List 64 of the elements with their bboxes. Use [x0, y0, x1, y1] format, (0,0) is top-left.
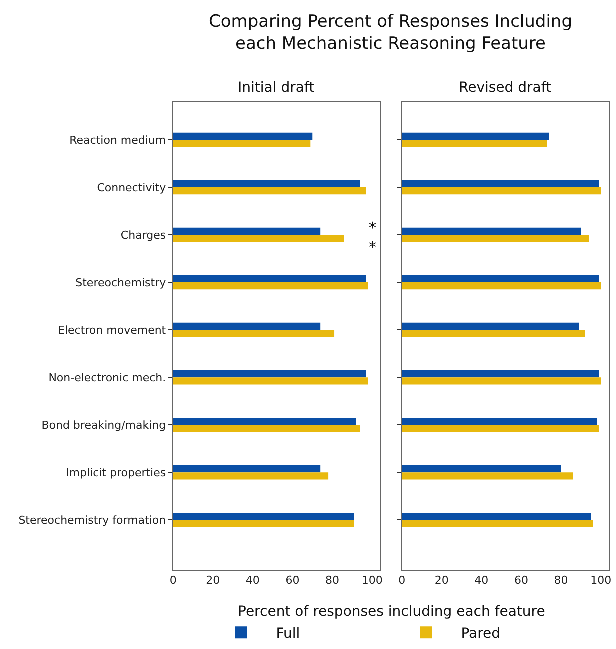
legend-label: Full	[276, 626, 300, 642]
x-tick-label: 60	[514, 574, 528, 588]
x-tick-label: 100	[362, 574, 383, 588]
bar	[173, 378, 368, 385]
bar	[173, 512, 354, 520]
y-tick-label: Charges	[120, 228, 166, 242]
bar	[402, 465, 562, 473]
bar	[402, 282, 602, 290]
bar	[402, 472, 574, 480]
bar	[173, 322, 321, 330]
y-tick-label: Bond breaking/making	[42, 418, 166, 432]
y-tick-label: Electron movement	[58, 324, 167, 337]
bar	[173, 180, 360, 188]
bar	[173, 132, 313, 140]
y-tick-label: Reaction medium	[70, 134, 166, 147]
bar	[402, 228, 582, 236]
bar	[402, 520, 594, 528]
bar	[402, 330, 586, 338]
bar	[402, 132, 550, 140]
legend-label: Pared	[461, 626, 501, 642]
x-tick-label: 80	[554, 574, 568, 588]
bar	[173, 465, 321, 473]
x-tick-label: 40	[474, 574, 489, 588]
bar	[173, 140, 311, 148]
bar	[173, 275, 366, 283]
annotation: **	[369, 219, 377, 256]
chart-subtitle: Revised draft	[459, 80, 552, 96]
bar	[173, 418, 356, 426]
bar	[173, 330, 335, 338]
x-tick-label: 40	[246, 574, 260, 588]
y-tick-label: Connectivity	[97, 181, 167, 194]
bar	[173, 188, 366, 195]
x-tick-label: 20	[206, 574, 220, 588]
bar	[402, 512, 592, 520]
bar	[402, 180, 600, 188]
bar	[402, 188, 602, 195]
bar	[173, 520, 354, 528]
chart-subtitle: Initial draft	[238, 80, 316, 96]
bar	[402, 275, 600, 283]
bar	[402, 418, 598, 426]
x-axis-title: Percent of responses including each feature	[238, 604, 546, 620]
x-tick-label: 0	[398, 574, 406, 588]
bar	[402, 370, 600, 378]
y-tick-label: Implicit properties	[66, 466, 166, 480]
y-tick-label: Stereochemistry formation	[18, 514, 166, 527]
bar	[402, 322, 580, 330]
x-tick-label: 80	[326, 574, 340, 588]
bar	[402, 235, 590, 242]
bar	[402, 378, 602, 385]
bar	[402, 425, 600, 432]
bar	[173, 235, 344, 242]
bar	[173, 370, 366, 378]
x-tick-label: 100	[590, 574, 612, 588]
bar	[173, 472, 329, 480]
x-tick-label: 20	[434, 574, 449, 588]
x-tick-label: 60	[286, 574, 300, 588]
bar	[173, 228, 321, 236]
x-tick-label: 0	[170, 574, 177, 588]
y-tick-label: Non-electronic mech.	[48, 371, 166, 384]
chart-title: Comparing Percent of Responses Including each Mechanistic Reasoning Feature	[209, 12, 572, 54]
bar	[173, 282, 368, 290]
bar	[402, 140, 548, 148]
bar	[173, 425, 360, 432]
y-tick-label: Stereochemistry	[76, 276, 167, 290]
